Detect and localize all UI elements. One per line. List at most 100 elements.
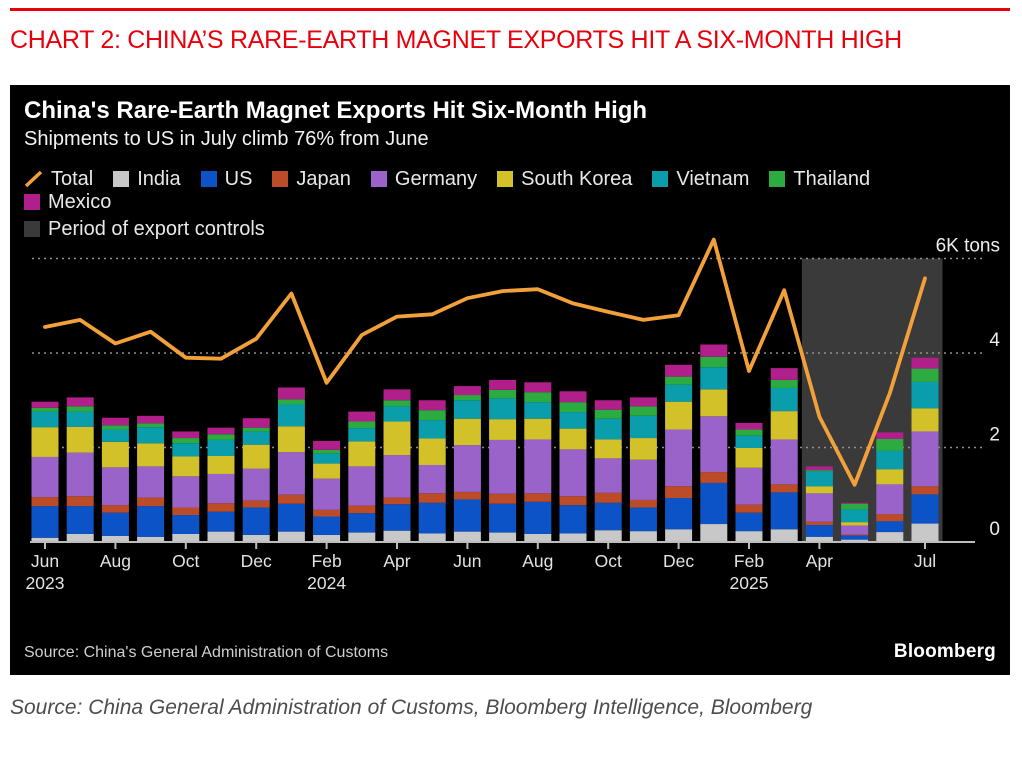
legend-label: Japan: [296, 167, 351, 190]
bar-segment-thailand: [172, 438, 200, 444]
bar-segment-vietnam: [453, 400, 481, 419]
x-tick-label: Aug: [100, 551, 131, 571]
bar-segment-india: [594, 530, 622, 542]
bar-segment-south-korea: [31, 427, 59, 457]
x-tick-label: Feb: [312, 551, 342, 571]
bar-segment-south-korea: [841, 522, 869, 526]
bar-segment-us: [700, 482, 728, 525]
bar-segment-thailand: [911, 368, 939, 382]
legend-swatch: [769, 171, 786, 188]
legend-swatch: [652, 171, 669, 188]
bar-segment-thailand: [700, 356, 728, 368]
bar-segment-mexico: [348, 411, 376, 422]
bar-segment-vietnam: [735, 435, 763, 448]
x-tick-label: Dec: [241, 551, 272, 571]
x-tick-label: Apr: [383, 551, 410, 571]
legend-label: Total: [51, 167, 94, 190]
bar-segment-thailand: [629, 406, 657, 416]
bar-segment-india: [418, 533, 446, 542]
bar-segment-germany: [594, 458, 622, 493]
bar-segment-mexico: [911, 357, 939, 369]
y-axis-label-0: 0: [989, 519, 1000, 540]
bloomberg-chart-panel: China's Rare-Earth Magnet Exports Hit Si…: [10, 85, 1010, 675]
bar-segment-south-korea: [348, 441, 376, 467]
bar-segment-south-korea: [805, 486, 833, 494]
bar-segment-thailand: [489, 389, 517, 399]
bar-segment-mexico: [172, 431, 200, 439]
bar-segment-mexico: [805, 466, 833, 471]
bar-segment-germany: [735, 467, 763, 505]
bar-segment-south-korea: [559, 428, 587, 450]
bar-segment-south-korea: [383, 421, 411, 456]
bar-segment-us: [66, 506, 94, 534]
bar-segment-us: [805, 524, 833, 537]
bar-segment-germany: [629, 459, 657, 500]
bar-segment-thailand: [876, 438, 904, 451]
bar-segment-us: [489, 503, 517, 533]
bar-segment-vietnam: [700, 367, 728, 390]
bar-segment-mexico: [31, 401, 59, 408]
bar-segment-mexico: [277, 387, 305, 400]
bar-segment-us: [876, 521, 904, 533]
bar-segment-japan: [418, 493, 446, 503]
bar-segment-mexico: [524, 382, 552, 393]
bar-segment-us: [101, 512, 129, 536]
bar-segment-india: [31, 537, 59, 542]
legend-item-mexico: Mexico: [24, 191, 111, 214]
bar-segment-india: [313, 534, 341, 542]
legend-label: India: [137, 167, 181, 190]
legend-item-thailand: Thailand: [769, 168, 870, 191]
bar-segment-thailand: [594, 409, 622, 419]
bar-segment-south-korea: [594, 439, 622, 459]
bar-segment-germany: [876, 484, 904, 515]
bar-segment-japan: [559, 496, 587, 506]
bar-segment-vietnam: [313, 453, 341, 464]
bar-segment-germany: [805, 493, 833, 522]
bar-segment-germany: [911, 431, 939, 487]
bar-segment-south-korea: [313, 463, 341, 479]
bar-segment-us: [207, 511, 235, 532]
legend-label: Thailand: [793, 167, 871, 190]
bar-segment-japan: [665, 486, 693, 499]
bar-segment-mexico: [101, 417, 129, 426]
chart-title: China's Rare-Earth Magnet Exports Hit Si…: [24, 97, 648, 124]
bar-segment-germany: [277, 452, 305, 495]
total-line-swatch: [24, 170, 43, 188]
bar-segment-mexico: [700, 344, 728, 357]
bar-segment-vietnam: [489, 398, 517, 420]
bar-segment-vietnam: [418, 420, 446, 439]
bar-segment-thailand: [207, 434, 235, 440]
x-tick-year-label: 2025: [730, 573, 769, 593]
bar-segment-mexico: [383, 389, 411, 401]
bar-segment-japan: [489, 493, 517, 504]
bar-segment-south-korea: [418, 438, 446, 465]
bar-segment-germany: [700, 416, 728, 473]
bar-segment-japan: [313, 509, 341, 517]
bar-segment-vietnam: [629, 415, 657, 439]
bar-segment-japan: [277, 494, 305, 504]
bar-segment-south-korea: [101, 441, 129, 468]
total-line: [43, 237, 927, 487]
legend-item-vietnam: Vietnam: [652, 168, 749, 191]
bar-segment-us: [418, 502, 446, 534]
bar-segment-vietnam: [665, 384, 693, 402]
bar-segment-india: [524, 533, 552, 542]
bar-segment-mexico: [665, 364, 693, 377]
y-axis-label-2: 2: [989, 425, 1000, 446]
bar-segment-india: [383, 530, 411, 542]
legend-item-us: US: [200, 168, 252, 191]
bar-segment-us: [383, 504, 411, 531]
bar-segment-vietnam: [242, 431, 270, 445]
bar-segment-japan: [911, 486, 939, 495]
x-tick-label: Dec: [663, 551, 694, 571]
legend-item-india: India: [113, 167, 181, 191]
bar-segment-vietnam: [876, 450, 904, 470]
bar-segment-us: [665, 498, 693, 530]
legend-row-1: Total India US Japan Germany South Korea Vietn…: [24, 168, 996, 214]
bar-segment-india: [841, 539, 869, 542]
bar-segment-thailand: [66, 406, 94, 412]
bar-segment-mexico: [876, 432, 904, 439]
bar-segment-japan: [66, 496, 94, 507]
bar-segment-germany: [172, 476, 200, 508]
